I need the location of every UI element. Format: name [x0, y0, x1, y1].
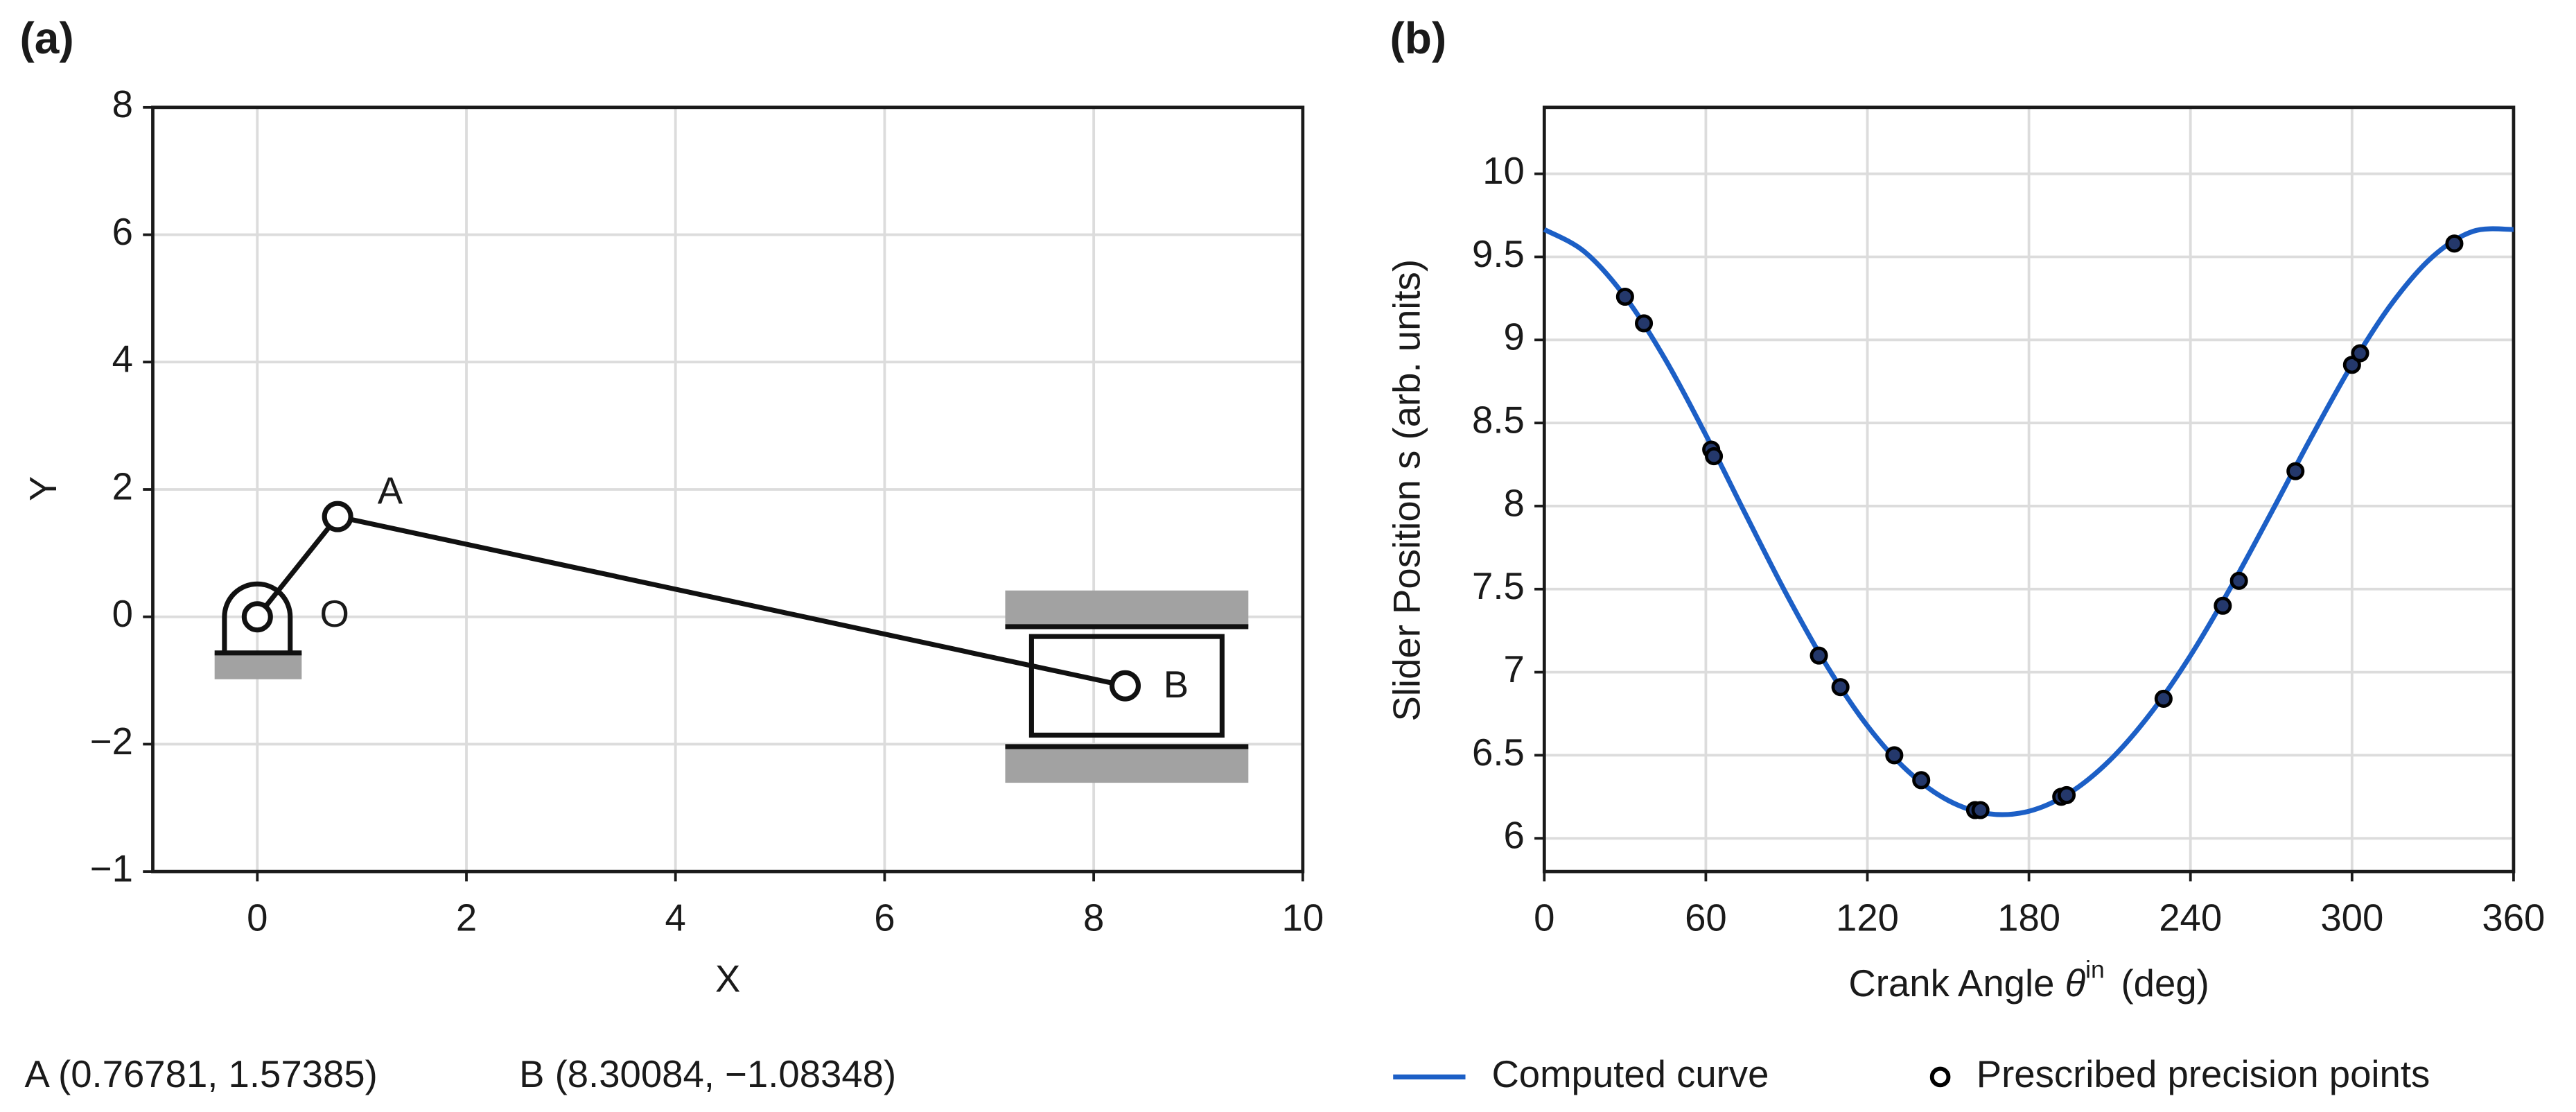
y-tick-label: 9: [1504, 316, 1525, 358]
curve: [1543, 226, 2514, 817]
precision-point: [2057, 785, 2076, 804]
precision-point: [1615, 287, 1634, 306]
y-tick-label: 8: [1504, 482, 1525, 524]
y-axis-label: Y: [22, 476, 64, 501]
x-tick-label: 180: [1997, 897, 2060, 939]
x-axis-label: X: [715, 957, 740, 1000]
grid: [1543, 107, 2515, 872]
precision-point: [2351, 344, 2369, 363]
y-tick-label: 10: [1482, 150, 1525, 192]
x-tick-label: 360: [2482, 897, 2545, 939]
x-tick-label: 0: [247, 897, 268, 939]
y-tick-label: 0: [112, 593, 133, 635]
x-axis-label-superscript: in: [2085, 956, 2105, 984]
legend-marker: [1929, 1066, 1951, 1088]
x-tick-label: 10: [1282, 897, 1324, 939]
y-tick-label: 8.5: [1472, 399, 1525, 442]
precision-point: [1971, 801, 1990, 819]
slider: [1028, 634, 1225, 738]
joint: [322, 501, 353, 532]
precision-point: [1705, 447, 1724, 466]
joint: [241, 601, 273, 633]
y-tick-label: 6.5: [1472, 731, 1525, 774]
x-tick-label: 300: [2320, 897, 2383, 939]
point-label: A: [378, 469, 403, 512]
precision-point: [1810, 646, 1828, 665]
plot-frame: [1542, 105, 2516, 874]
x-axis-label-unit: (deg): [2121, 962, 2209, 1005]
y-tick-label: 6: [1504, 815, 1525, 857]
legend-label: Prescribed precision points: [1977, 1053, 2430, 1095]
y-tick-label: 2: [112, 465, 133, 507]
y-tick-label: 7: [1504, 648, 1525, 690]
x-axis-label-symbol: θ: [2065, 962, 2086, 1005]
legend-label: Computed curve: [1491, 1053, 1769, 1095]
y-tick-label: −1: [90, 848, 133, 890]
y-axis-label: Slider Position s (arb. units): [1385, 259, 1428, 722]
precision-point: [1635, 314, 1654, 333]
x-axis-label-text: Crank Angle: [1848, 962, 2054, 1005]
x-tick-label: 60: [1685, 897, 1727, 939]
precision-point: [2286, 462, 2305, 480]
precision-point: [2342, 356, 2361, 374]
precision-point: [2154, 689, 2173, 708]
y-tick-label: 6: [112, 211, 133, 253]
y-tick-label: 8: [112, 83, 133, 125]
guide: [1005, 746, 1249, 783]
panel-label: (b): [1390, 13, 1446, 63]
annotation: A (0.76781, 1.57385): [25, 1053, 378, 1095]
y-tick-label: −2: [90, 720, 133, 763]
y-tick-label: 7.5: [1472, 565, 1525, 607]
precision-point: [2229, 571, 2248, 590]
link: [255, 514, 340, 618]
x-tick-label: 240: [2159, 897, 2222, 939]
precision-point: [2445, 234, 2464, 253]
precision-point: [1885, 746, 1904, 765]
precision-point: [1831, 678, 1850, 697]
x-tick-label: 2: [456, 897, 477, 939]
guide: [1005, 590, 1249, 627]
annotation: B (8.30084, −1.08348): [519, 1053, 896, 1095]
x-tick-label: 120: [1836, 897, 1899, 939]
point-label: O: [320, 593, 349, 635]
x-tick-label: 4: [665, 897, 686, 939]
y-tick-label: 4: [112, 338, 133, 381]
panel-label: (a): [19, 13, 73, 63]
link: [337, 514, 1126, 688]
joint: [1109, 670, 1141, 702]
precision-point: [1912, 771, 1931, 790]
point-label: B: [1164, 663, 1189, 706]
pivot: [222, 581, 293, 653]
x-tick-label: 8: [1083, 897, 1104, 939]
x-axis-label: Crank Angle θin (deg): [1848, 956, 2209, 1005]
precision-point: [2214, 596, 2232, 615]
ground: [214, 652, 302, 679]
x-tick-label: 0: [1534, 897, 1554, 939]
plot-frame: [151, 105, 1305, 874]
y-tick-label: 9.5: [1472, 233, 1525, 275]
x-tick-label: 6: [874, 897, 895, 939]
